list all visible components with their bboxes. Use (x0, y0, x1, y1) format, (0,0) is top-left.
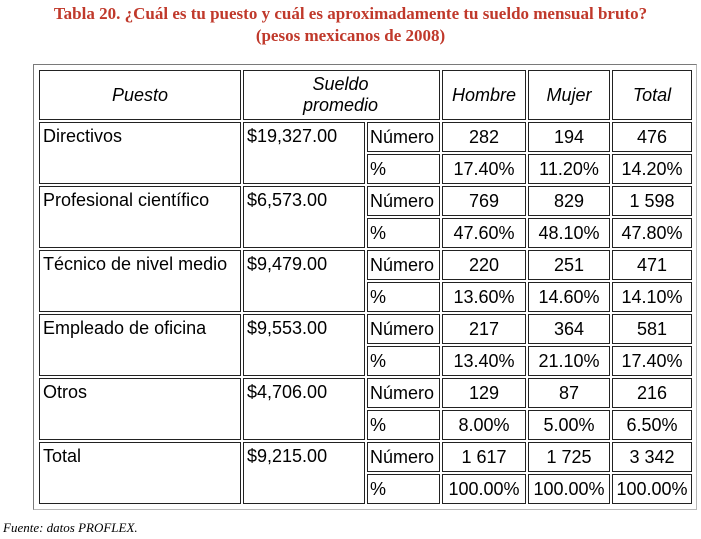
cell-puesto: Directivos (39, 122, 241, 184)
cell-hombre-numero: 282 (442, 122, 526, 152)
header-sueldo: Sueldo promedio (243, 70, 440, 120)
cell-mujer-numero: 364 (528, 314, 610, 344)
header-mujer: Mujer (528, 70, 610, 120)
cell-hombre-percent: 13.60% (442, 282, 526, 312)
cell-total-numero: 1 598 (612, 186, 692, 216)
cell-mujer-percent: 48.10% (528, 218, 610, 248)
table-body: Puesto Sueldo promedio Hombre Mujer Tota… (39, 70, 692, 504)
cell-total-percent: 14.20% (612, 154, 692, 184)
header-total: Total (612, 70, 692, 120)
cell-numero-label: Número (367, 442, 440, 472)
table-row: Empleado de oficina $9,553.00 Número 217 364… (39, 314, 692, 376)
table-row: Total $9,215.00 Número 1 617 1 725 3 342 (39, 442, 692, 504)
cell-puesto: Técnico de nivel medio (39, 250, 241, 312)
cell-percent-label: % (367, 282, 440, 312)
table-frame (33, 64, 697, 510)
table-row-percent: % 17.40% 11.20% 14.20% (39, 154, 692, 184)
table-row-percent: % 13.40% 21.10% 17.40% (39, 346, 692, 376)
cell-mujer-numero: 1 725 (528, 442, 610, 472)
cell-mujer-percent: 5.00% (528, 410, 610, 440)
table-row: Técnico de nivel medio $9,479.00 Número 220… (39, 250, 692, 312)
cell-total-percent: 17.40% (612, 346, 692, 376)
table-row: Otros $4,706.00 Número 129 87 216 (39, 378, 692, 440)
header-row: Puesto Sueldo promedio Hombre Mujer Tota… (39, 70, 692, 120)
cell-hombre-numero: 217 (442, 314, 526, 344)
cell-hombre-numero: 769 (442, 186, 526, 216)
cell-percent-label: % (367, 218, 440, 248)
cell-numero-label: Número (367, 378, 440, 408)
table-row-percent: % 13.60% 14.60% 14.10% (39, 282, 692, 312)
cell-puesto: Empleado de oficina (39, 314, 241, 376)
table-title: Tabla 20. ¿Cuál es tu puesto y cuál es a… (0, 3, 701, 47)
cell-hombre-numero: 220 (442, 250, 526, 280)
cell-numero-label: Número (367, 186, 440, 216)
cell-mujer-percent: 21.10% (528, 346, 610, 376)
cell-hombre-percent: 17.40% (442, 154, 526, 184)
cell-hombre-percent: 13.40% (442, 346, 526, 376)
cell-sueldo: $9,215.00 (243, 442, 365, 504)
cell-total-numero: 3 342 (612, 442, 692, 472)
cell-percent-label: % (367, 346, 440, 376)
table-row: Directivos $19,327.00 Número 282 194 476 (39, 122, 692, 184)
cell-total-numero: 471 (612, 250, 692, 280)
title-line-2: (pesos mexicanos de 2008) (255, 26, 446, 45)
cell-total-numero: 581 (612, 314, 692, 344)
cell-mujer-numero: 194 (528, 122, 610, 152)
salary-table: Puesto Sueldo promedio Hombre Mujer Tota… (37, 68, 694, 506)
cell-sueldo: $19,327.00 (243, 122, 365, 184)
cell-numero-label: Número (367, 250, 440, 280)
cell-total-percent: 14.10% (612, 282, 692, 312)
cell-numero-label: Número (367, 122, 440, 152)
cell-sueldo: $4,706.00 (243, 378, 365, 440)
cell-hombre-percent: 100.00% (442, 474, 526, 504)
cell-numero-label: Número (367, 314, 440, 344)
cell-percent-label: % (367, 410, 440, 440)
cell-sueldo: $6,573.00 (243, 186, 365, 248)
cell-sueldo: $9,553.00 (243, 314, 365, 376)
cell-mujer-percent: 100.00% (528, 474, 610, 504)
cell-total-numero: 476 (612, 122, 692, 152)
footnote: Fuente: datos PROFLEX. (3, 520, 138, 535)
header-puesto: Puesto (39, 70, 241, 120)
table-row: Profesional científico $6,573.00 Número 769… (39, 186, 692, 248)
cell-puesto: Profesional científico (39, 186, 241, 248)
cell-total-percent: 6.50% (612, 410, 692, 440)
cell-hombre-percent: 47.60% (442, 218, 526, 248)
cell-puesto: Otros (39, 378, 241, 440)
table-row-percent: % 47.60% 48.10% 47.80% (39, 218, 692, 248)
cell-hombre-percent: 8.00% (442, 410, 526, 440)
cell-hombre-numero: 129 (442, 378, 526, 408)
cell-mujer-percent: 11.20% (528, 154, 610, 184)
cell-puesto: Total (39, 442, 241, 504)
cell-mujer-numero: 251 (528, 250, 610, 280)
cell-mujer-percent: 14.60% (528, 282, 610, 312)
cell-percent-label: % (367, 154, 440, 184)
table-row-percent: % 8.00% 5.00% 6.50% (39, 410, 692, 440)
table-row-percent: % 100.00% 100.00% 100.00% (39, 474, 692, 504)
cell-total-percent: 47.80% (612, 218, 692, 248)
cell-percent-label: % (367, 474, 440, 504)
cell-mujer-numero: 87 (528, 378, 610, 408)
title-line-1: Tabla 20. ¿Cuál es tu puesto y cuál es a… (53, 4, 648, 23)
header-hombre: Hombre (442, 70, 526, 120)
cell-sueldo: $9,479.00 (243, 250, 365, 312)
cell-mujer-numero: 829 (528, 186, 610, 216)
cell-total-percent: 100.00% (612, 474, 692, 504)
cell-hombre-numero: 1 617 (442, 442, 526, 472)
cell-total-numero: 216 (612, 378, 692, 408)
